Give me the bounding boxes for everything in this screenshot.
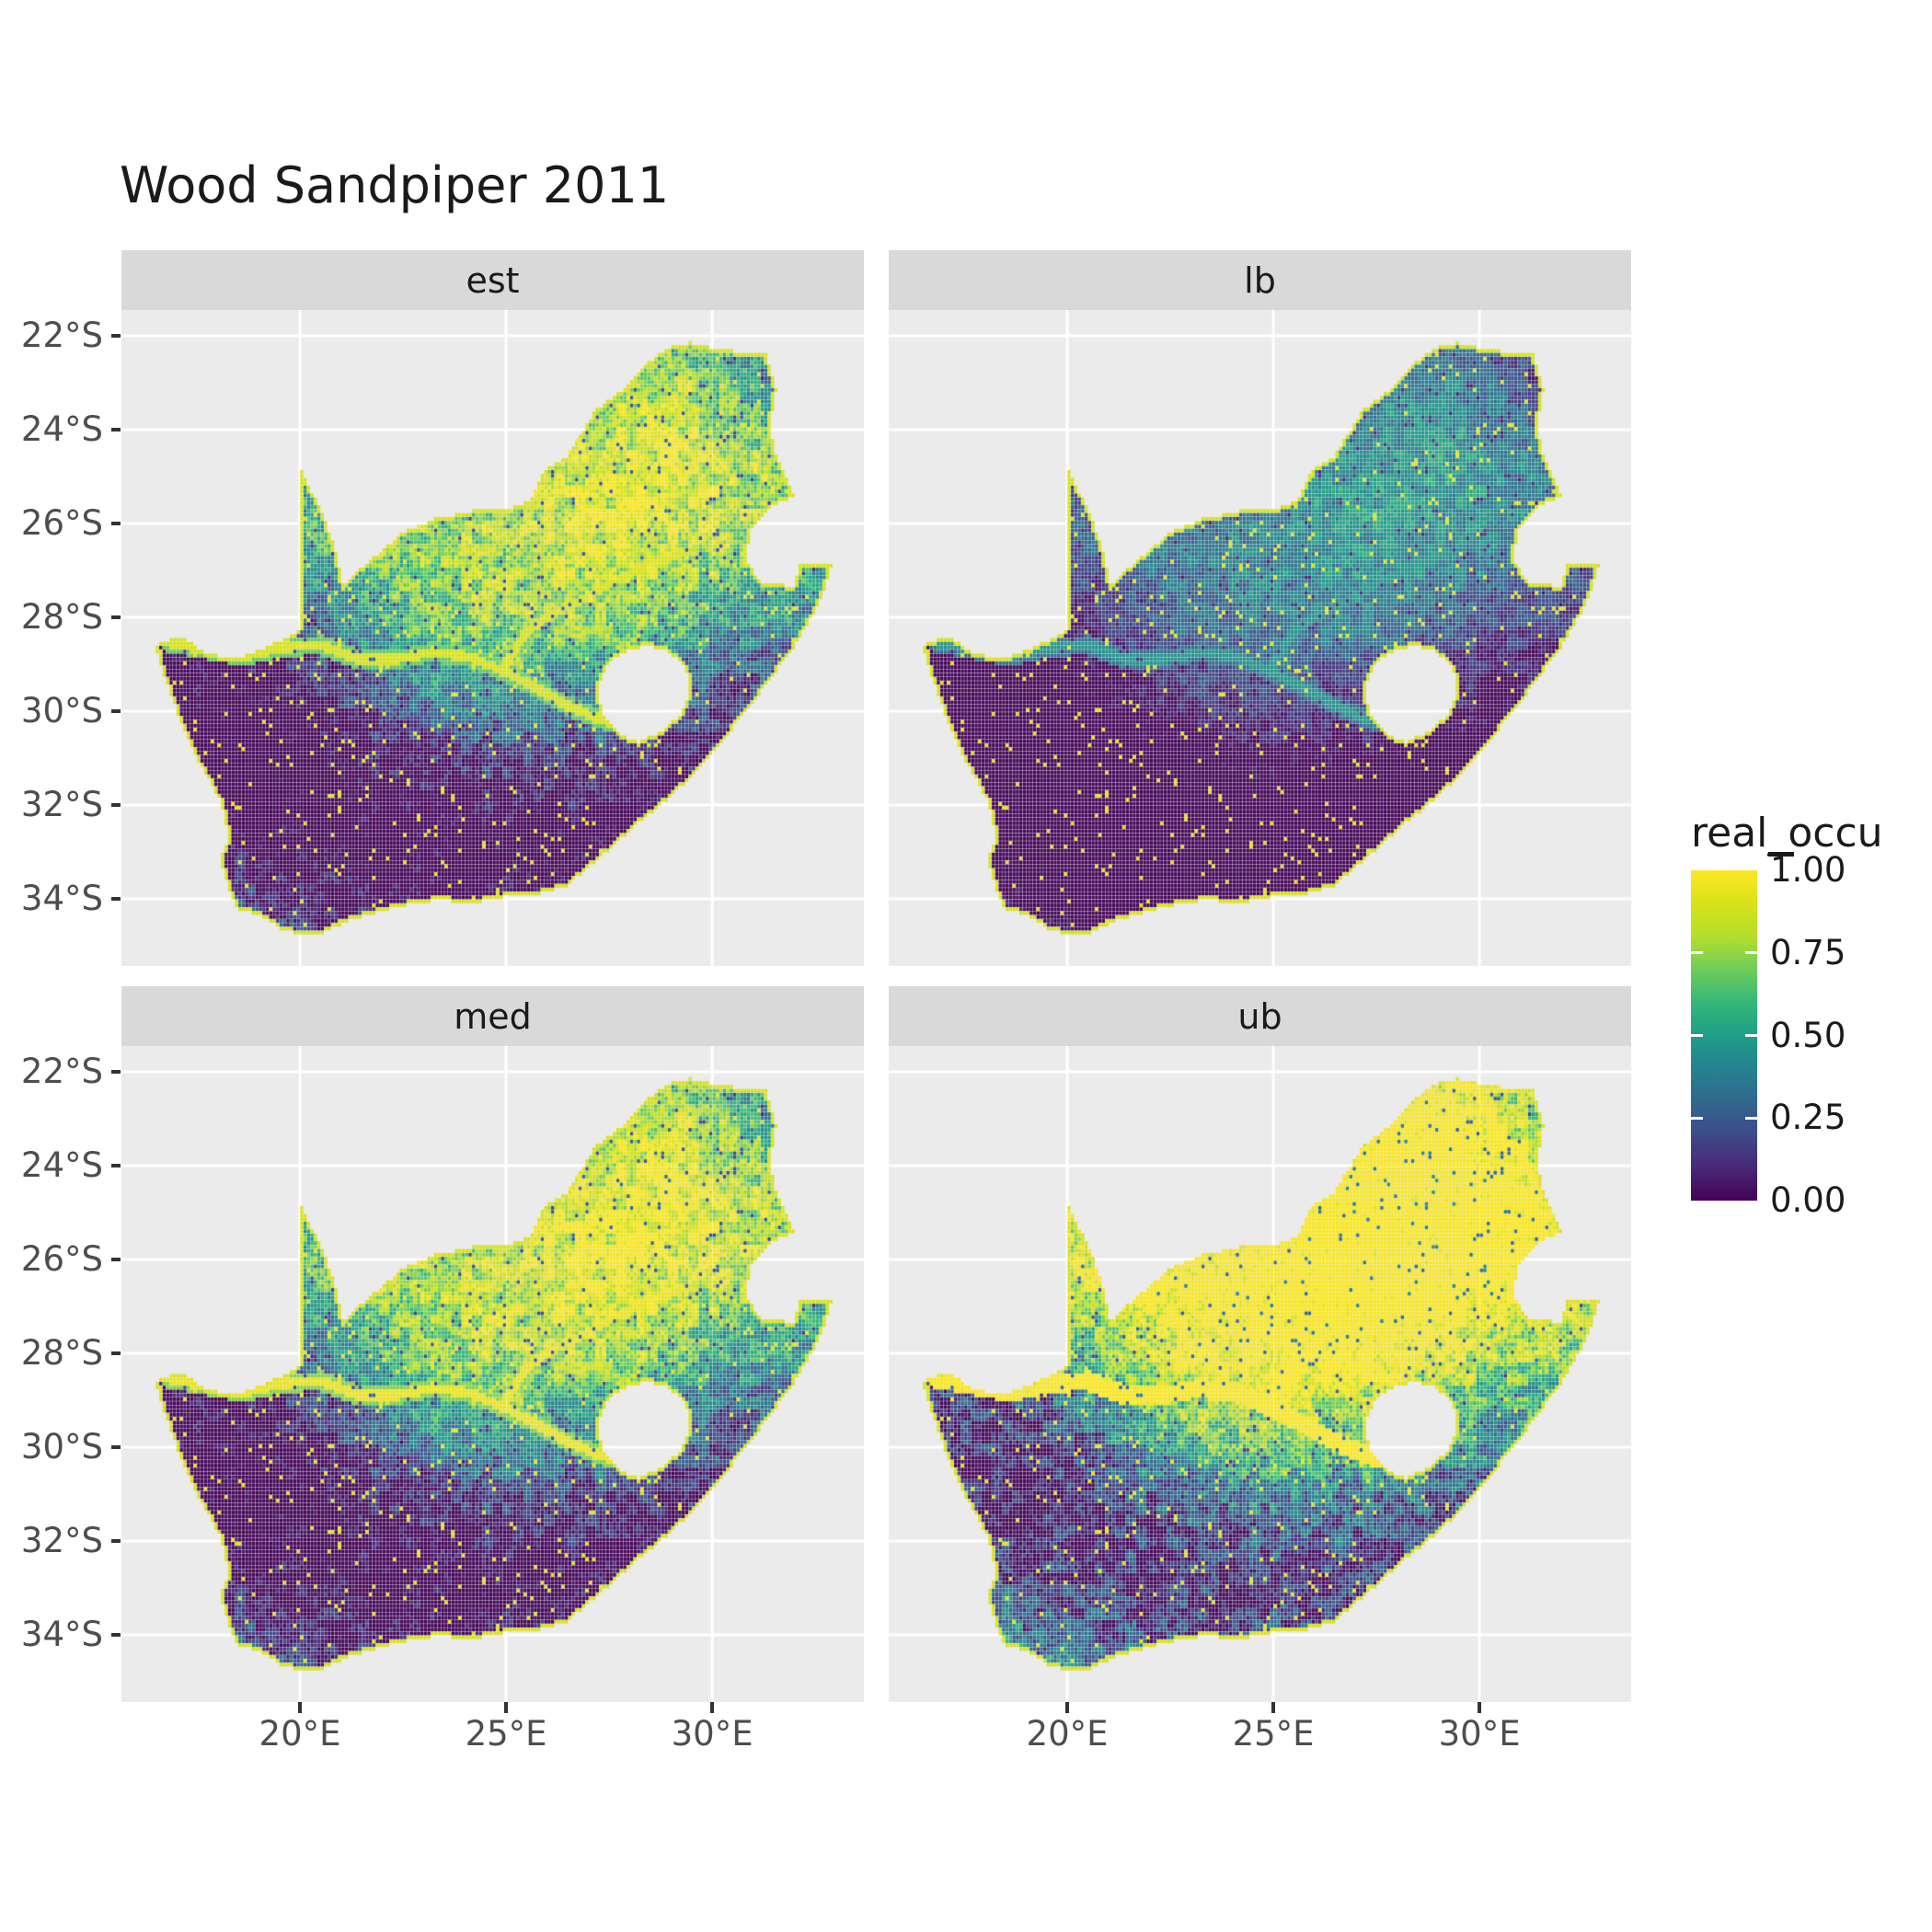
y-axis-tick-label: 24°S	[20, 409, 103, 450]
legend-colorbar-tick	[1745, 1034, 1757, 1037]
facet-strip-label-est: est	[466, 259, 520, 301]
x-axis-tick-label: 30°E	[671, 1714, 753, 1754]
facet-strip-label-lb: lb	[1244, 259, 1276, 301]
y-axis-tick-label: 34°S	[20, 1615, 103, 1655]
legend-real-occu: real_occu 1.00 0.75 0.50 0.25 0.00	[1691, 811, 1930, 1244]
legend-tick-label: 1.00	[1770, 850, 1846, 890]
legend-top-tick	[1768, 852, 1794, 857]
panel-med	[121, 1046, 864, 1702]
x-axis-tick-mark	[504, 1702, 509, 1713]
y-axis-tick-mark	[111, 1445, 121, 1450]
legend-title: real_occu	[1691, 810, 1883, 857]
facet-strip-label-med: med	[454, 995, 532, 1037]
map-canvas-med	[121, 1046, 864, 1702]
y-axis-tick-label: 30°S	[20, 691, 103, 731]
legend-colorbar-tick	[1691, 951, 1703, 955]
y-axis-tick-mark	[111, 1633, 121, 1638]
x-axis-tick-label: 20°E	[259, 1714, 341, 1754]
legend-colorbar-tick	[1745, 951, 1757, 955]
y-axis-tick-label: 24°S	[20, 1145, 103, 1186]
y-axis-tick-mark	[111, 1164, 121, 1168]
legend-colorbar	[1691, 870, 1757, 1201]
x-axis-tick-label: 20°E	[1026, 1714, 1109, 1754]
legend-colorbar-tick	[1745, 1116, 1757, 1120]
legend-tick-label: 0.00	[1770, 1180, 1846, 1220]
legend-tick-label: 0.50	[1770, 1015, 1846, 1055]
facet-med: med 22°S 24°S 26°S 28°S 30°S 32°S 34°S 20°E 25°E…	[21, 986, 864, 1754]
panel-ub	[889, 1046, 1631, 1702]
facet-ub: ub 20°E 25°E 30°E	[889, 986, 1631, 1754]
facet-strip-lb: lb	[889, 250, 1631, 310]
y-axis-tick-mark	[111, 1258, 121, 1262]
legend-colorbar-tick	[1691, 1034, 1703, 1037]
y-axis-tick-label: 34°S	[20, 879, 103, 919]
y-axis-tick-label: 26°S	[20, 1239, 103, 1280]
facet-strip-med: med	[121, 986, 864, 1046]
y-axis-tick-label: 30°S	[20, 1427, 103, 1467]
plot-title: Wood Sandpiper 2011	[120, 156, 670, 214]
y-axis-tick-mark	[111, 428, 121, 432]
y-axis-tick-label: 26°S	[20, 503, 103, 544]
facet-strip-est: est	[121, 250, 864, 310]
y-axis-tick-mark	[111, 615, 121, 620]
x-axis-tick-mark	[298, 1702, 303, 1713]
panel-est	[121, 310, 864, 966]
x-axis-tick-label: 30°E	[1438, 1714, 1521, 1754]
y-axis-tick-label: 28°S	[20, 1333, 103, 1374]
y-axis-tick-mark	[111, 897, 121, 902]
x-axis-tick-label: 25°E	[1232, 1714, 1315, 1754]
x-axis-tick-mark	[710, 1702, 715, 1713]
y-axis-tick-mark	[111, 803, 121, 808]
y-axis-tick-mark	[111, 334, 121, 339]
y-axis-tick-mark	[111, 1351, 121, 1356]
map-canvas-ub	[889, 1046, 1631, 1702]
facet-strip-label-ub: ub	[1237, 995, 1282, 1037]
y-axis-tick-mark	[111, 1539, 121, 1544]
map-canvas-est	[121, 310, 864, 966]
x-axis-tick-mark	[1065, 1702, 1070, 1713]
facet-lb: lb	[889, 250, 1631, 966]
y-axis-tick-label: 28°S	[20, 597, 103, 638]
legend-tick-label: 0.25	[1770, 1098, 1846, 1138]
y-axis-tick-label: 32°S	[20, 1521, 103, 1561]
y-axis-tick-label: 22°S	[20, 1052, 103, 1092]
y-axis-tick-label: 32°S	[20, 785, 103, 825]
x-axis-tick-mark	[1271, 1702, 1276, 1713]
facet-est: est 22°S 24°S 26°S 28°S 30°S 32°S 34°S	[21, 250, 864, 966]
legend-colorbar-tick	[1691, 1116, 1703, 1120]
legend-tick-label: 0.75	[1770, 932, 1846, 972]
y-axis-tick-mark	[111, 709, 121, 714]
map-canvas-lb	[889, 310, 1631, 966]
x-axis-tick-mark	[1478, 1702, 1482, 1713]
y-axis-tick-label: 22°S	[20, 316, 103, 356]
facet-strip-ub: ub	[889, 986, 1631, 1046]
x-axis-tick-label: 25°E	[465, 1714, 547, 1754]
panel-lb	[889, 310, 1631, 966]
y-axis-tick-mark	[111, 1070, 121, 1075]
y-axis-tick-mark	[111, 522, 121, 526]
